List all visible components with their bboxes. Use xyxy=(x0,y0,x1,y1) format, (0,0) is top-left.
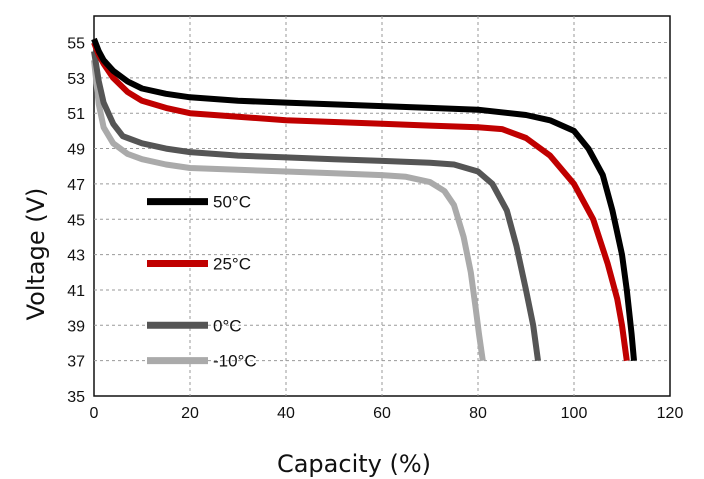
y-tick-label: 35 xyxy=(67,389,85,406)
x-tick-label: 100 xyxy=(561,405,588,422)
plot-area xyxy=(93,15,671,397)
y-tick-label: 49 xyxy=(67,142,85,159)
y-axis-title: Voltage (V) xyxy=(22,188,50,321)
y-axis-ticks: 35 37 39 41 43 45 47 49 51 53 55 xyxy=(67,36,85,406)
x-tick-label: 0 xyxy=(90,405,99,422)
legend: 50°C 25°C 0°C -10°C xyxy=(147,193,257,371)
series-lines xyxy=(91,37,637,362)
y-tick-label: 47 xyxy=(67,177,85,194)
y-tick-label: 51 xyxy=(67,106,85,123)
x-tick-label: 80 xyxy=(469,405,487,422)
y-tick-label: 45 xyxy=(67,212,85,229)
y-tick-label: 37 xyxy=(67,354,85,371)
y-tick-label: 55 xyxy=(67,36,85,53)
x-tick-label: 20 xyxy=(181,405,199,422)
legend-label: -10°C xyxy=(213,352,257,371)
series-line xyxy=(91,59,486,362)
legend-label: 50°C xyxy=(213,193,251,212)
y-tick-label: 41 xyxy=(67,283,85,300)
legend-label: 25°C xyxy=(213,254,251,273)
x-axis-ticks: 0 20 40 60 80 100 120 xyxy=(90,405,684,422)
x-tick-label: 40 xyxy=(277,405,295,422)
y-tick-label: 39 xyxy=(67,318,85,335)
legend-label: 0°C xyxy=(213,316,242,335)
series-line xyxy=(91,50,541,362)
x-axis-title: Capacity (%) xyxy=(277,450,431,478)
x-tick-label: 60 xyxy=(373,405,391,422)
x-tick-label: 120 xyxy=(657,405,684,422)
y-tick-label: 43 xyxy=(67,248,85,265)
y-tick-label: 53 xyxy=(67,71,85,88)
series-line xyxy=(91,37,637,361)
series-line xyxy=(91,41,630,362)
